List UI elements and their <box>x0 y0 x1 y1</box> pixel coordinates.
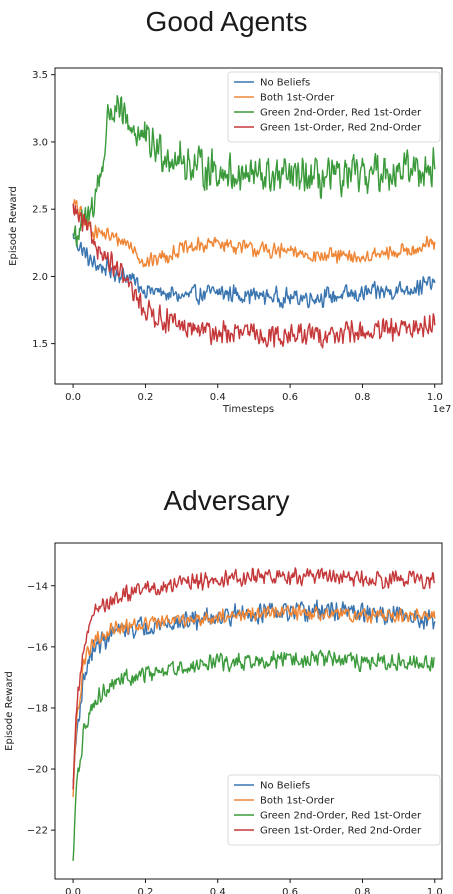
chart-title: Adversary <box>163 485 290 516</box>
x-tick-label: 0.6 <box>282 392 298 403</box>
x-tick-label: 0.4 <box>210 887 226 894</box>
plot-frame <box>54 542 443 880</box>
y-tick-label: 1.5 <box>32 339 48 350</box>
y-tick-label: 3.5 <box>32 70 48 81</box>
legend-label: No Beliefs <box>260 78 310 89</box>
good-agents-chart: 0.0 0.2 0.4 0.6 0.8 1.0 1.5 2.0 2.5 3.0 3.5 Timeste… <box>8 67 452 415</box>
legend: No Beliefs Both 1st-Order Green 2nd-Order,… <box>227 71 441 143</box>
series-line <box>72 233 436 309</box>
series-line <box>72 567 436 790</box>
x-tick-label: 0.2 <box>137 392 153 403</box>
y-tick-label: −14 <box>27 581 48 592</box>
x-tick-label: 0.8 <box>354 392 370 403</box>
y-tick-label: 3.0 <box>32 137 48 148</box>
y-axis-label: Episode Reward <box>8 186 19 266</box>
legend-label: No Beliefs <box>260 781 310 792</box>
legend-label: Green 2nd-Order, Red 1st-Order <box>260 811 422 822</box>
series-line <box>72 604 436 798</box>
legend-label: Green 1st-Order, Red 2nd-Order <box>260 123 422 134</box>
y-axis-label: Episode Reward <box>4 671 15 751</box>
y-tick-label: −22 <box>27 826 48 837</box>
legend-label: Both 1st-Order <box>260 93 335 104</box>
good-agents-panel: Good Agents 0.0 0.2 0.4 0.6 0.8 1.0 1.5 2.0 2.5 3… <box>8 6 452 415</box>
x-tick-label: 0.0 <box>65 392 81 403</box>
x-tick-label: 0.2 <box>137 887 153 894</box>
legend-box <box>227 71 441 143</box>
y-tick-label: −20 <box>27 765 48 776</box>
y-tick-label: 2.5 <box>32 205 48 216</box>
x-tick-label: 1.0 <box>427 392 443 403</box>
chart-title: Good Agents <box>145 6 308 37</box>
plot-frame <box>54 67 443 385</box>
x-tick-label: 0.8 <box>354 887 370 894</box>
x-tick-label: 0.0 <box>65 887 81 894</box>
series-line <box>72 599 436 782</box>
legend-label: Green 1st-Order, Red 2nd-Order <box>260 826 422 837</box>
y-tick-label: −16 <box>27 642 48 653</box>
x-axis-label: Timesteps <box>222 404 274 415</box>
series-line <box>72 203 436 349</box>
x-tick-label: 0.4 <box>210 392 226 403</box>
series-line <box>72 198 436 268</box>
x-tick-label: 0.6 <box>282 887 298 894</box>
series-line <box>72 94 436 248</box>
legend: No Beliefs Both 1st-Order Green 2nd-Order,… <box>227 774 441 846</box>
legend-label: Both 1st-Order <box>260 796 335 807</box>
y-tick-label: −18 <box>27 703 48 714</box>
x-tick-label: 1.0 <box>427 887 443 894</box>
x-offset-text: 1e7 <box>433 404 452 415</box>
adversary-panel: Adversary 0.0 0.2 0.4 0.6 0.8 1.0 −22 −20 −18 −16… <box>0 447 453 894</box>
y-tick-label: 2.0 <box>32 272 48 283</box>
series-line <box>72 649 435 861</box>
legend-label: Green 2nd-Order, Red 1st-Order <box>260 108 422 119</box>
legend-box <box>227 774 441 846</box>
adversary-chart: 0.00.20.40.60.81.0−22−20−18−16−14Timeste… <box>4 542 443 894</box>
